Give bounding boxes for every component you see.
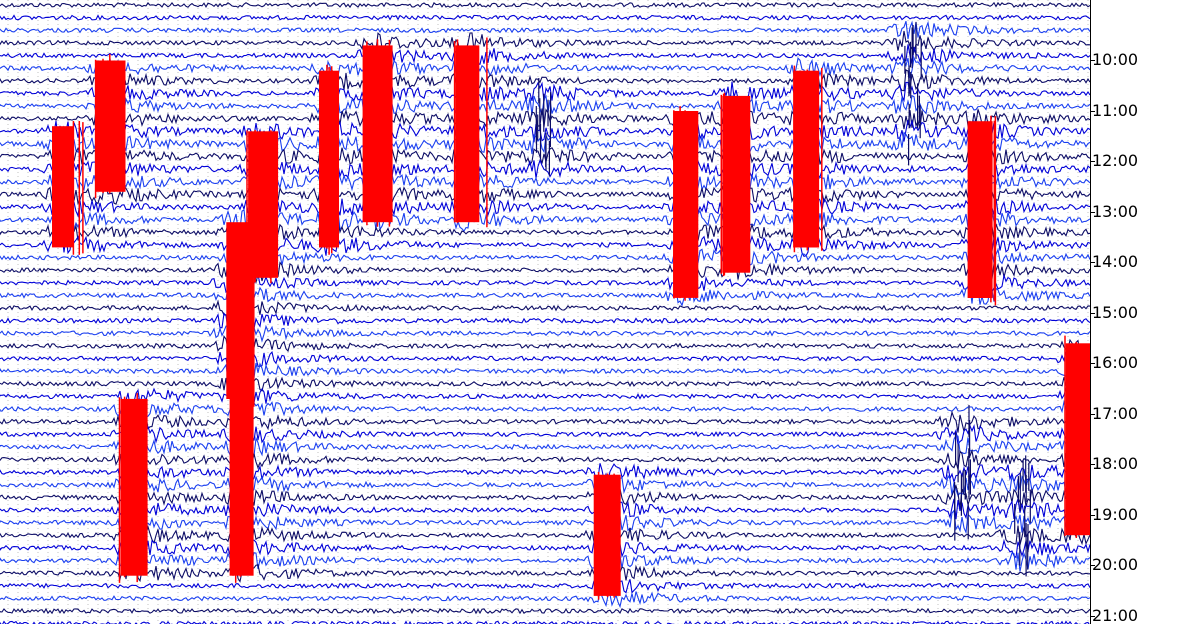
trace-line [0,560,1090,585]
time-tick [1090,413,1095,415]
trace-line [0,448,1090,470]
trace-line [0,384,1090,407]
trace-line [0,397,1090,419]
trace-line [0,410,1090,434]
time-label: 15:00 [1092,302,1139,322]
seismic-traces [0,1,1090,624]
trace-line [0,423,1090,447]
trace-line [0,68,1090,93]
trace-line [0,56,1090,81]
trace-line [0,537,1090,561]
clipped-event [1065,343,1090,536]
trace-line [0,588,1090,609]
time-tick [1090,262,1095,264]
seismic-events [52,21,1090,600]
trace-line [0,20,1090,40]
trace-line [0,473,1090,497]
trace-line [0,462,1090,484]
time-tick [1090,110,1095,112]
trace-line [0,182,1090,208]
trace-line [0,119,1090,143]
time-tick [1090,565,1095,567]
trace-line [0,373,1090,396]
trace-line [0,497,1090,521]
time-tick [1090,60,1095,62]
time-label: 10:00 [1092,50,1139,70]
trace-line [0,335,1090,358]
time-label: 18:00 [1092,454,1139,474]
clipped-event [793,70,820,248]
trace-line [0,548,1090,572]
trace-line [0,258,1090,285]
time-label: 11:00 [1092,100,1139,120]
trace-line [0,233,1090,258]
trace-line [0,434,1090,460]
time-axis-line [1090,0,1091,624]
clipped-event [52,126,73,248]
trace-line [0,484,1090,509]
trace-line [0,620,1090,624]
time-label: 16:00 [1092,353,1139,373]
time-label: 19:00 [1092,504,1139,524]
trace-line [0,1,1090,9]
trace-line [0,346,1090,370]
trace-line [0,607,1090,615]
trace-line [0,576,1090,597]
trace-line [0,284,1090,307]
trace-line [0,271,1090,294]
time-label: 13:00 [1092,201,1139,221]
time-tick [1090,615,1095,617]
trace-line [0,218,1090,245]
trace-line [0,14,1090,21]
trace-line [0,44,1090,67]
time-label: 20:00 [1092,555,1139,575]
trace-line [0,509,1090,535]
trace-line [0,79,1090,105]
trace-line [0,322,1090,343]
time-tick [1090,161,1095,163]
time-tick [1090,363,1095,365]
time-tick [1090,464,1095,466]
trace-line [0,524,1090,549]
time-label: 14:00 [1092,252,1139,272]
clipped-event [248,131,279,278]
trace-line [0,298,1090,322]
helicorder-plot [0,0,1090,624]
trace-line [0,30,1090,55]
trace-line [0,157,1090,183]
time-axis: 10:00 11:00 12:00 13:00 14:00 15:00 16:00 17:00… [1090,0,1200,624]
time-label: 21:00 [1092,605,1139,625]
time-tick [1090,312,1095,314]
time-label: 12:00 [1092,151,1139,171]
time-label: 17:00 [1092,403,1139,423]
trace-line [0,169,1090,195]
clipped-event [455,45,480,223]
time-tick [1090,514,1095,516]
trace-line [0,143,1090,170]
trace-line [0,360,1090,382]
clipped-event [722,95,751,273]
trace-line [0,193,1090,220]
trace-line [0,207,1090,233]
time-tick [1090,211,1095,213]
trace-line [0,309,1090,333]
trace-line [0,246,1090,268]
clipped-event [967,121,993,298]
